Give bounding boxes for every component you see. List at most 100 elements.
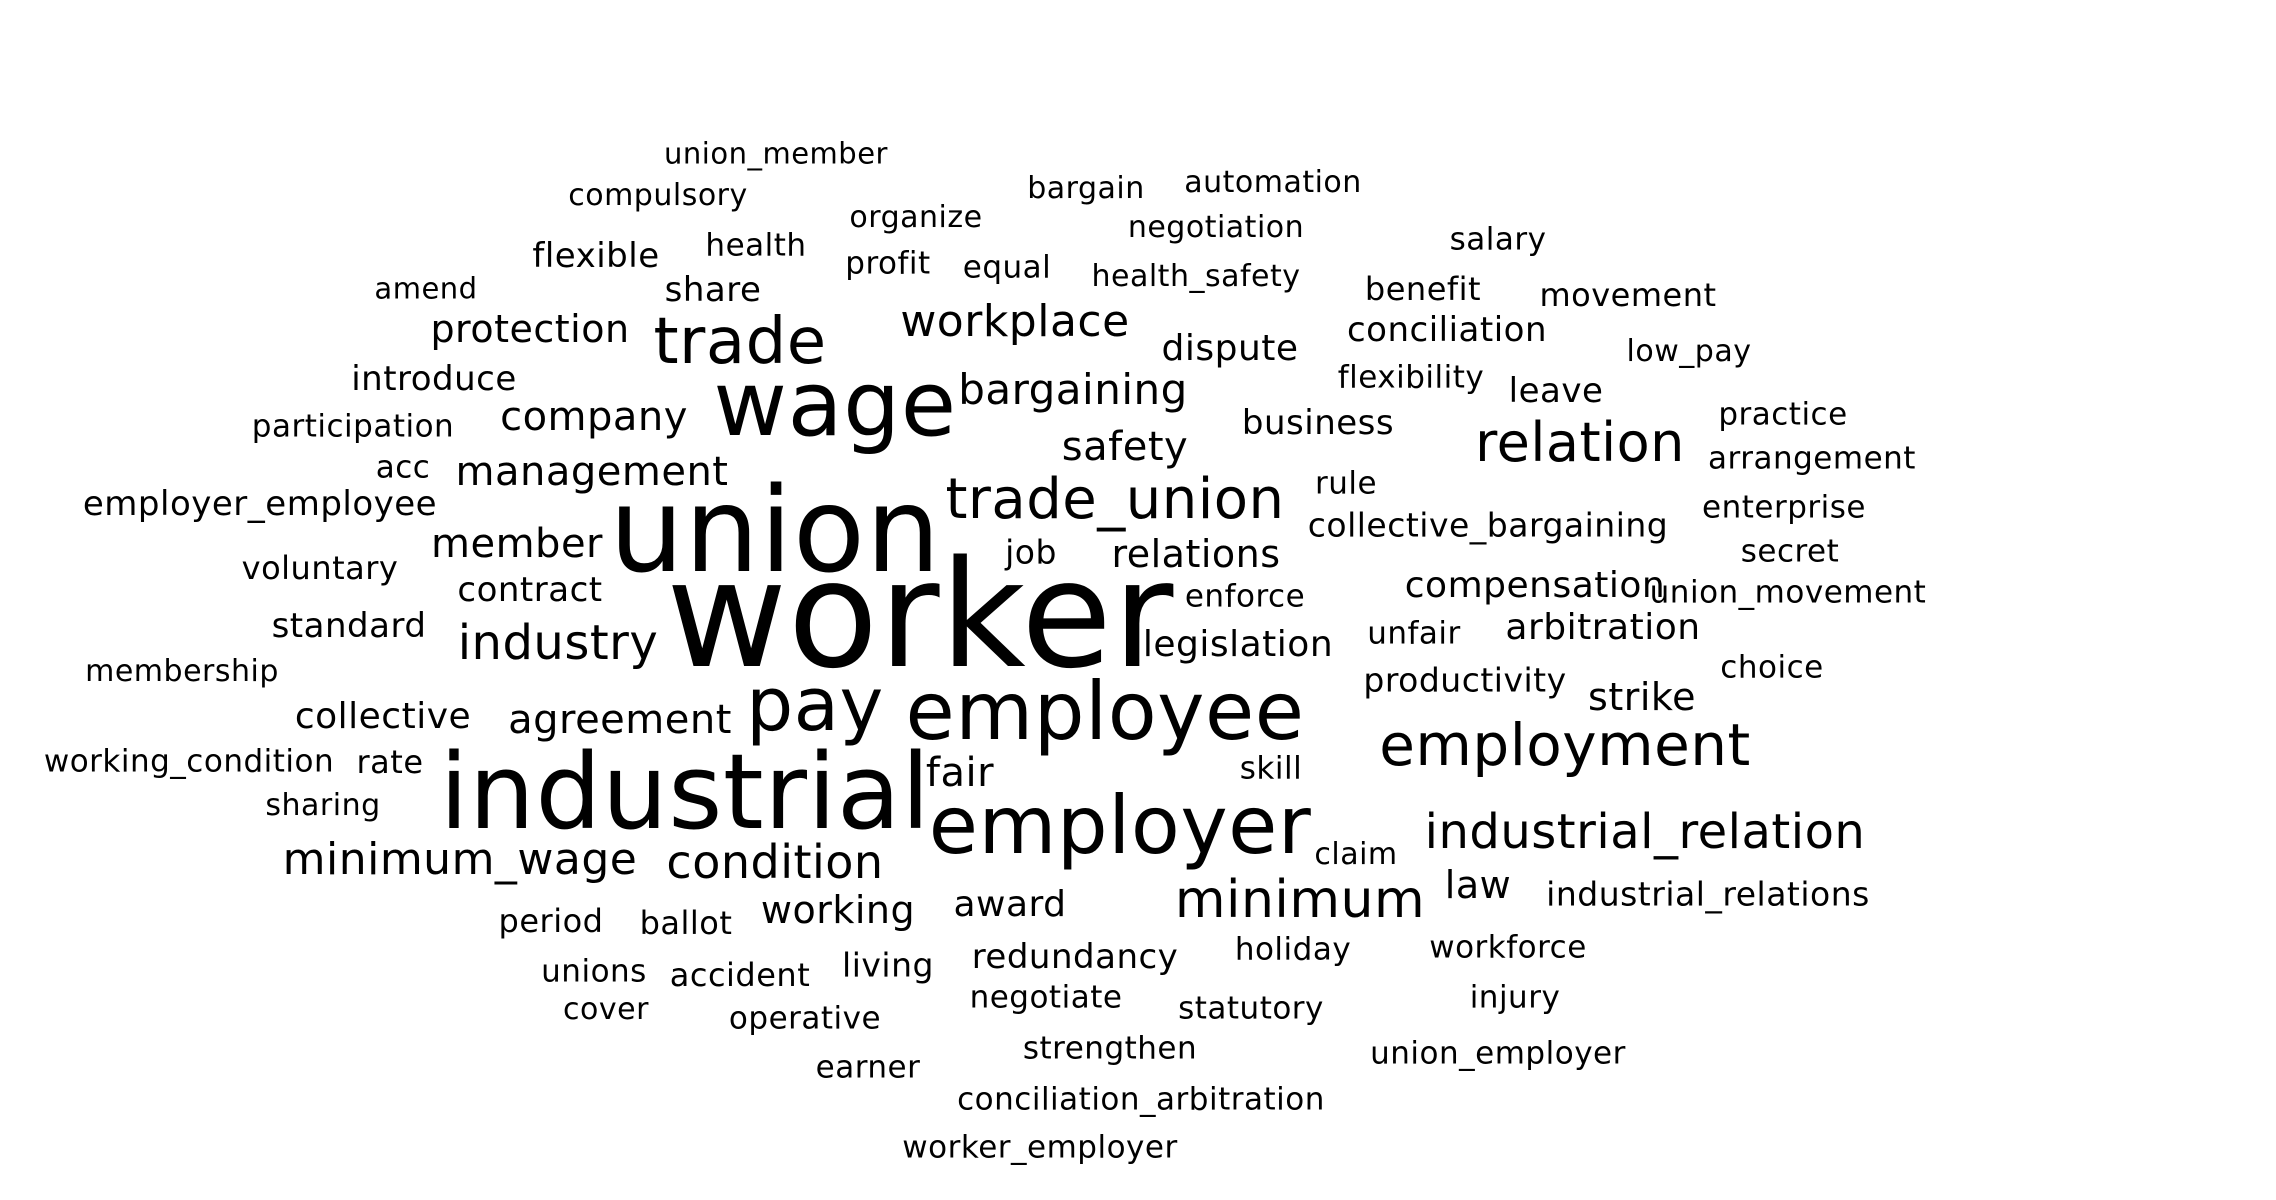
word-skill: skill xyxy=(1239,750,1303,787)
word-secret: secret xyxy=(1740,533,1840,570)
word-period: period xyxy=(498,902,604,940)
word-movement: movement xyxy=(1539,276,1717,314)
word-law: law xyxy=(1444,863,1512,907)
word-claim: claim xyxy=(1314,837,1398,872)
word-employer-employee: employer_employee xyxy=(82,484,438,524)
word-injury: injury xyxy=(1469,979,1561,1016)
word-employer: employer xyxy=(928,779,1312,872)
word-safety: safety xyxy=(1061,424,1189,470)
word-legislation: legislation xyxy=(1142,624,1334,665)
word-wage: wage xyxy=(713,352,957,457)
word-sharing: sharing xyxy=(265,788,381,823)
word-rule: rule xyxy=(1314,465,1378,502)
word-collective-bargaining: collective_bargaining xyxy=(1307,505,1669,545)
word-fair: fair xyxy=(925,750,995,796)
word-union-member: union_member xyxy=(664,136,888,171)
word-protection: protection xyxy=(430,307,630,351)
word-low-pay: low_pay xyxy=(1626,334,1752,369)
word-health-safety: health_safety xyxy=(1091,259,1301,294)
word-working-condition: working_condition xyxy=(43,743,335,780)
word-minimum-wage: minimum_wage xyxy=(282,834,638,885)
word-union-movement: union_movement xyxy=(1649,574,1927,611)
word-amend: amend xyxy=(374,271,478,306)
word-conciliation-arbitration: conciliation_arbitration xyxy=(957,1081,1325,1118)
word-agreement: agreement xyxy=(508,697,732,743)
word-living: living xyxy=(842,945,934,985)
word-worker-employer: worker_employer xyxy=(902,1129,1178,1166)
word-contract: contract xyxy=(457,570,603,610)
word-working: working xyxy=(760,888,916,932)
word-flexibility: flexibility xyxy=(1337,359,1485,396)
word-industrial-relations: industrial_relations xyxy=(1546,874,1870,914)
word-dispute: dispute xyxy=(1161,328,1299,369)
word-trade-union: trade_union xyxy=(945,467,1285,532)
word-trade: trade xyxy=(653,305,827,379)
word-cover: cover xyxy=(563,992,649,1027)
word-arrangement: arrangement xyxy=(1708,440,1916,477)
word-acc: acc xyxy=(375,449,431,486)
word-condition: condition xyxy=(666,835,884,889)
word-flexible: flexible xyxy=(532,236,660,276)
word-pay: pay xyxy=(746,662,884,748)
word-earner: earner xyxy=(815,1049,921,1086)
word-redundancy: redundancy xyxy=(971,937,1179,977)
word-health: health xyxy=(705,227,807,264)
word-productivity: productivity xyxy=(1363,660,1567,700)
word-award: award xyxy=(953,884,1067,925)
word-relation: relation xyxy=(1475,411,1685,474)
word-benefit: benefit xyxy=(1364,270,1482,308)
word-participation: participation xyxy=(251,408,455,445)
word-strengthen: strengthen xyxy=(1022,1030,1198,1067)
word-enterprise: enterprise xyxy=(1702,489,1866,526)
word-union-employer: union_employer xyxy=(1370,1035,1626,1072)
word-strike: strike xyxy=(1588,675,1696,719)
word-bargain: bargain xyxy=(1027,171,1145,206)
word-conciliation: conciliation xyxy=(1346,310,1548,350)
word-workforce: workforce xyxy=(1429,929,1587,966)
word-business: business xyxy=(1241,403,1395,443)
word-compensation: compensation xyxy=(1404,565,1666,606)
word-employee: employee xyxy=(905,665,1305,758)
word-accident: accident xyxy=(669,956,811,994)
word-choice: choice xyxy=(1720,649,1824,686)
word-enforce: enforce xyxy=(1184,578,1306,615)
word-negotiate: negotiate xyxy=(969,979,1123,1016)
word-worker: worker xyxy=(666,529,1174,701)
word-organize: organize xyxy=(849,200,983,235)
word-union: union xyxy=(609,461,941,599)
word-unfair: unfair xyxy=(1367,615,1461,652)
word-standard: standard xyxy=(271,606,427,646)
word-membership: membership xyxy=(85,654,279,689)
word-equal: equal xyxy=(962,249,1052,286)
word-minimum: minimum xyxy=(1174,870,1426,930)
word-workplace: workplace xyxy=(900,296,1130,347)
word-industrial: industrial xyxy=(439,731,931,853)
word-industry: industry xyxy=(457,615,659,671)
word-industrial-relation: industrial_relation xyxy=(1424,804,1866,860)
word-automation: automation xyxy=(1184,165,1362,200)
word-management: management xyxy=(455,449,729,495)
word-company: company xyxy=(500,394,688,440)
word-ballot: ballot xyxy=(639,904,733,942)
word-operative: operative xyxy=(728,1000,882,1037)
word-arbitration: arbitration xyxy=(1505,607,1701,648)
word-negotiation: negotiation xyxy=(1127,210,1305,245)
word-voluntary: voluntary xyxy=(241,549,399,587)
word-profit: profit xyxy=(845,245,931,282)
word-salary: salary xyxy=(1449,221,1547,258)
word-job: job xyxy=(1005,532,1057,572)
word-share: share xyxy=(664,270,762,310)
word-leave: leave xyxy=(1508,371,1604,411)
word-unions: unions xyxy=(541,953,647,990)
word-practice: practice xyxy=(1718,396,1848,433)
word-rate: rate xyxy=(356,743,424,781)
word-compulsory: compulsory xyxy=(568,178,748,213)
word-holiday: holiday xyxy=(1234,931,1352,968)
word-employment: employment xyxy=(1379,711,1751,779)
word-member: member xyxy=(431,521,603,567)
word-bargaining: bargaining xyxy=(958,365,1188,414)
word-statutory: statutory xyxy=(1178,990,1324,1027)
word-collective: collective xyxy=(294,696,472,737)
word-introduce: introduce xyxy=(351,359,517,399)
